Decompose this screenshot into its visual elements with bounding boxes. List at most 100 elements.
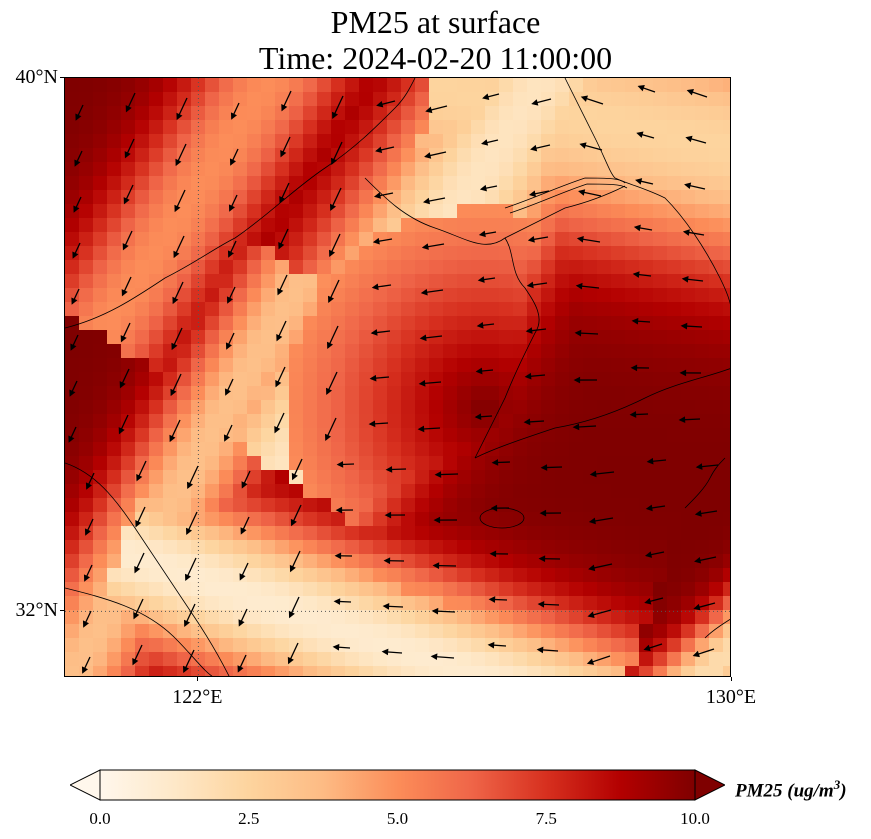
wind-arrow-head <box>185 527 193 536</box>
wind-arrow-head <box>384 511 392 519</box>
wind-arrow-head <box>630 364 638 372</box>
wind-arrow-head <box>633 224 641 232</box>
wind-arrow-head <box>68 435 75 443</box>
wind-arrow-head <box>170 388 177 397</box>
wind-arrow-head <box>576 236 584 243</box>
wind-arrow-head <box>578 189 586 196</box>
wind-arrow-head <box>489 550 497 558</box>
pm25-field-map <box>65 78 730 676</box>
map-title: PM25 at surface <box>330 4 541 40</box>
wind-arrow-head <box>643 644 651 652</box>
colorbar-tick-label: 7.5 <box>535 809 557 828</box>
wind-arrow-head <box>680 322 688 330</box>
wind-arrow-head <box>646 457 654 465</box>
wind-arrow-head <box>636 131 644 138</box>
wind-arrow-head <box>85 482 92 490</box>
wind-arrow-head <box>536 646 544 654</box>
wind-arrow-head <box>579 142 587 149</box>
wind-arrow-head <box>184 573 192 582</box>
wind-arrow-head <box>376 100 384 108</box>
wind-arrow-head <box>280 149 287 158</box>
wind-arrow-head <box>474 413 482 421</box>
wind-arrow-head <box>281 103 288 112</box>
wind-arrow-head <box>420 288 428 296</box>
wind-arrow-head <box>695 463 703 470</box>
wind-arrow-head <box>287 656 294 665</box>
wind-arrow-head <box>123 197 130 205</box>
pm25-field-cells <box>65 78 730 676</box>
wind-arrow-head <box>679 369 687 377</box>
wind-arrow-head <box>681 276 689 283</box>
wind-arrow-head <box>73 205 80 213</box>
wind-arrow-head <box>381 648 389 656</box>
wind-arrow-head <box>631 317 639 325</box>
wind-arrow-head <box>237 665 244 673</box>
wind-arrow-head <box>573 376 581 384</box>
wind-arrow-head <box>422 197 431 205</box>
wind-arrow-head <box>225 342 232 350</box>
wind-arrow-head <box>275 379 282 388</box>
wind-arrow-head <box>288 610 295 619</box>
wind-arrow-head <box>370 329 378 336</box>
wind-arrow-head <box>82 620 89 628</box>
wind-arrow-head <box>279 195 286 204</box>
wind-arrow-head <box>693 603 701 611</box>
coastlines <box>65 78 730 676</box>
wind-arrow-head <box>70 343 77 351</box>
wind-arrow-head <box>224 388 231 396</box>
wind-arrow-head <box>645 504 653 512</box>
wind-arrow-head <box>74 159 81 167</box>
wind-arrow-head <box>537 601 545 608</box>
wind-arrow-head <box>372 237 380 245</box>
wind-arrow-head <box>325 387 333 396</box>
wind-arrow-head <box>186 481 194 490</box>
wind-arrow-head <box>83 574 90 582</box>
wind-arrow-head <box>523 418 531 426</box>
wind-arrow-head <box>572 423 580 431</box>
lat-label-32n: 32°N <box>15 599 58 622</box>
wind-arrow-head <box>530 144 538 152</box>
wind-arrow-head <box>477 276 485 283</box>
wind-arrow-head <box>538 555 546 563</box>
wind-arrow-head <box>175 158 182 167</box>
wind-arrow-head <box>69 389 76 397</box>
colorbar-extend-low <box>70 769 101 801</box>
wind-arrow-head <box>482 93 490 100</box>
colorbar-tick-label: 2.5 <box>238 809 260 828</box>
wind-arrow-head <box>418 380 426 387</box>
wind-arrow-head <box>488 596 496 603</box>
wind-arrow-head <box>637 84 645 92</box>
wind-arrow-head <box>176 112 183 121</box>
wind-arrow-head <box>682 229 690 236</box>
wind-arrow-head <box>481 139 489 146</box>
wind-arrow-head <box>334 552 342 560</box>
wind-arrow-head <box>134 565 141 574</box>
wind-arrow-head <box>424 152 432 159</box>
wind-arrow-head <box>72 251 79 259</box>
wind-vectors <box>68 84 719 674</box>
wind-arrow-head <box>475 367 483 375</box>
wind-arrow-head <box>684 182 692 190</box>
wind-arrow-head <box>291 472 298 481</box>
wind-arrow-head <box>174 204 181 213</box>
wind-arrow-head <box>375 146 383 154</box>
wind-arrow-head <box>382 603 390 610</box>
wind-arrow-head <box>332 643 340 651</box>
wind-arrow-head <box>433 516 441 524</box>
wind-arrow-head <box>169 434 176 443</box>
lon-tick-mark <box>731 677 732 681</box>
wind-arrow-head <box>425 106 433 114</box>
wind-arrow-head <box>487 641 495 649</box>
wind-arrow-head <box>171 342 178 351</box>
wind-arrow-head <box>228 204 235 212</box>
wind-arrow-head <box>329 203 337 212</box>
wind-arrow-head <box>172 296 179 305</box>
colorbar <box>70 768 725 802</box>
wind-arrow-head <box>478 230 486 238</box>
wind-arrow-head <box>417 425 425 433</box>
wind-arrow-head <box>326 341 334 350</box>
wind-arrow-head <box>276 333 283 342</box>
wind-arrow-head <box>644 598 652 605</box>
wind-arrow-head <box>120 335 127 343</box>
wind-arrow-head <box>588 564 596 572</box>
